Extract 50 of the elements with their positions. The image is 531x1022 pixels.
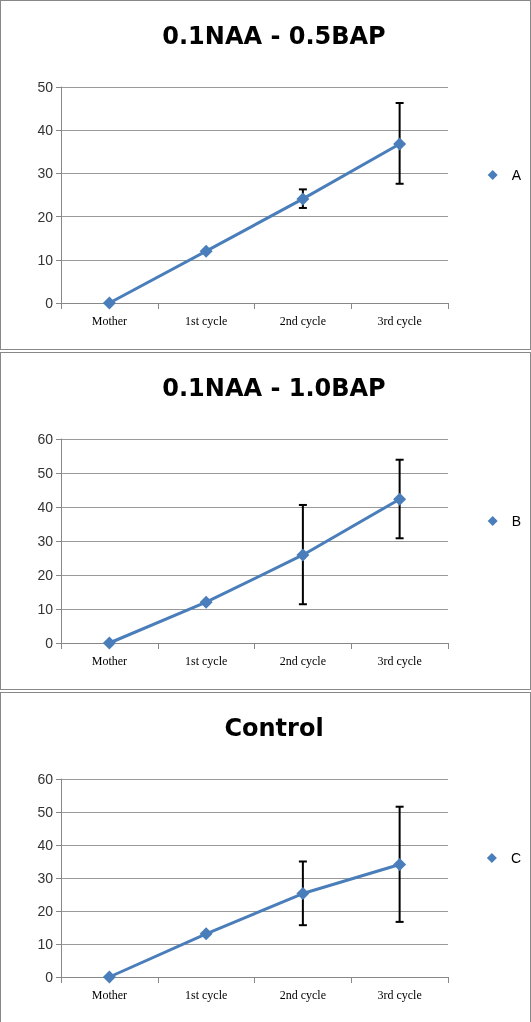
y-tick-label: 10	[37, 251, 54, 268]
y-tick-label: 60	[37, 431, 54, 447]
y-tick-label: 50	[37, 79, 54, 95]
y-tick-label: 10	[37, 601, 54, 617]
y-tick-label: 60	[37, 771, 54, 787]
y-tick-label: 40	[37, 122, 54, 139]
point	[102, 970, 116, 984]
y-tick-label: 10	[37, 936, 54, 952]
x-tick-label: 1st cycle	[184, 988, 228, 1002]
y-tick-label: 50	[37, 465, 54, 481]
y-tick-label: 40	[37, 837, 54, 853]
x-tick-label: 2nd cycle	[279, 314, 327, 328]
point	[296, 192, 310, 206]
y-tick-label: 20	[37, 903, 54, 919]
point	[199, 244, 213, 258]
point	[199, 927, 213, 941]
y-tick-label: 0	[45, 969, 54, 985]
y-tick-label: 50	[37, 804, 54, 820]
y-tick-label: 20	[37, 208, 54, 225]
x-tick-label: 3rd cycle	[377, 314, 422, 328]
x-tick-label: 1st cycle	[184, 314, 228, 328]
y-tick-label: 40	[37, 499, 54, 515]
chart-title: 0.1NAA - 1.0BAP	[162, 374, 386, 402]
x-tick-label: Mother	[91, 654, 128, 668]
y-tick-label: 30	[37, 533, 54, 549]
point	[393, 137, 407, 151]
y-tick-label: 30	[37, 165, 54, 182]
legend-label: C	[510, 850, 522, 866]
legend-label: B	[511, 513, 522, 529]
point	[296, 887, 310, 901]
x-tick-label: Mother	[91, 988, 128, 1002]
point	[296, 548, 310, 562]
point	[102, 636, 116, 650]
chart-title: 0.1NAA - 0.5BAP	[162, 22, 386, 50]
x-tick-label: Mother	[91, 314, 128, 328]
point	[102, 296, 116, 310]
x-tick-label: 2nd cycle	[279, 988, 327, 1002]
point	[199, 595, 213, 609]
point	[393, 492, 407, 506]
chart-title: Control	[224, 714, 324, 742]
y-tick-label: 0	[45, 295, 54, 311]
legend-label: A	[511, 167, 522, 183]
x-tick-label: 3rd cycle	[377, 654, 422, 668]
y-tick-label: 20	[37, 567, 54, 583]
x-tick-label: 2nd cycle	[279, 654, 327, 668]
y-tick-label: 0	[45, 635, 54, 651]
point	[393, 857, 407, 871]
y-tick-label: 30	[37, 870, 54, 886]
x-tick-label: 3rd cycle	[377, 988, 422, 1002]
x-tick-label: 1st cycle	[184, 654, 228, 668]
